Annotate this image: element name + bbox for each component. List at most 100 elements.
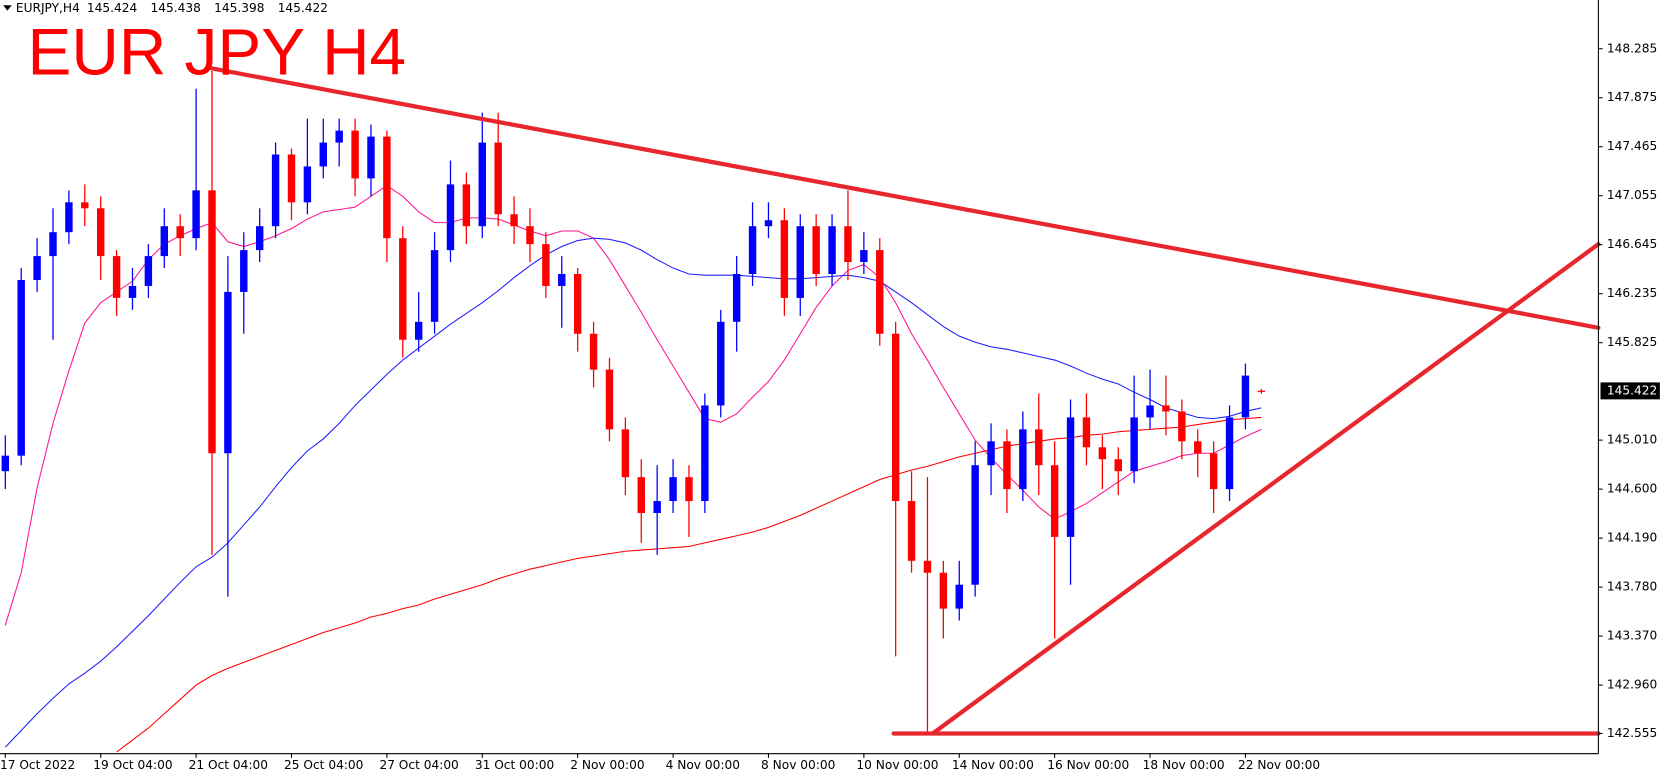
header-low: 145.398: [214, 1, 264, 15]
candle-body: [303, 166, 312, 203]
candle-body: [669, 477, 677, 502]
candle-body: [987, 441, 995, 466]
candle-body: [923, 560, 932, 573]
candle-body: [1241, 375, 1250, 418]
candle-body: [558, 274, 566, 286]
x-tick-label: 21 Oct 04:00: [189, 758, 268, 772]
candle-body: [764, 220, 773, 227]
y-tick-label: 147.465: [1607, 139, 1657, 153]
candle-body: [367, 136, 375, 179]
y-tick-label: 145.825: [1607, 335, 1657, 349]
x-tick-label: 10 Nov 00:00: [856, 758, 938, 772]
candle-body: [462, 184, 471, 227]
y-tick-label: 147.875: [1607, 90, 1657, 104]
trendline: [930, 242, 1601, 736]
candle-body: [96, 208, 105, 257]
y-tick-label: 143.780: [1607, 580, 1657, 594]
candle-body: [1130, 417, 1138, 472]
candle-body: [812, 226, 820, 275]
current-price-box: [1600, 382, 1660, 400]
x-tick-label: 27 Oct 04:00: [379, 758, 458, 772]
x-tick-label: 19 Oct 04:00: [93, 758, 172, 772]
header-close: 145.422: [278, 1, 328, 15]
y-tick-label: 145.010: [1607, 433, 1657, 447]
y-tick-label: 142.555: [1607, 726, 1657, 740]
y-tick-label: 142.960: [1607, 678, 1657, 692]
y-tick-label: 144.190: [1607, 531, 1657, 545]
candle-body: [939, 572, 948, 609]
candle-body: [732, 274, 741, 322]
header-arrow: [3, 5, 12, 11]
candle-body: [955, 584, 963, 609]
candle-body: [494, 142, 502, 215]
x-tick-label: 14 Nov 00:00: [952, 758, 1034, 772]
candle-body: [1178, 411, 1186, 442]
header-open: 145.424: [87, 1, 138, 15]
candle-body: [701, 405, 709, 502]
candle-body: [796, 226, 804, 298]
candle-body: [399, 238, 407, 340]
y-tick-label: 143.370: [1607, 629, 1657, 643]
candle-body: [414, 321, 423, 340]
candle-body: [65, 202, 73, 233]
candle-body: [828, 226, 836, 275]
x-tick-label: 17 Oct 2022: [0, 758, 75, 772]
candle-body: [383, 136, 391, 239]
candle-body: [1035, 429, 1043, 466]
candle-body: [224, 291, 232, 454]
candle-body: [971, 465, 979, 585]
header-symbol: EURJPY,H4: [16, 1, 80, 15]
candle-body: [1066, 417, 1075, 537]
candle-body: [208, 190, 216, 454]
candle-body: [112, 256, 121, 298]
candle-body: [1162, 405, 1170, 412]
candle-body: [128, 285, 137, 298]
candle-body: [891, 333, 900, 502]
x-tick-label: 31 Oct 00:00: [475, 758, 554, 772]
header-high: 145.438: [151, 1, 201, 15]
x-tick-label: 8 Nov 00:00: [761, 758, 835, 772]
candle-body: [621, 429, 630, 478]
candle-body: [1146, 405, 1154, 418]
candle-body: [176, 226, 184, 239]
plot-area: [1, 66, 1601, 753]
candle-body: [33, 256, 41, 280]
candle-body: [573, 274, 582, 334]
x-tick-label: 16 Nov 00:00: [1047, 758, 1129, 772]
trendline: [209, 66, 1601, 330]
candle-body: [589, 333, 598, 370]
current-price-label: 145.422: [1607, 383, 1657, 397]
candle-body: [144, 256, 153, 286]
y-tick-label: 147.055: [1607, 188, 1657, 202]
x-tick-label: 25 Oct 04:00: [284, 758, 363, 772]
x-tick-label: 2 Nov 00:00: [570, 758, 644, 772]
candle-body: [637, 477, 645, 514]
candle-body: [510, 214, 518, 227]
y-tick-label: 146.645: [1607, 237, 1657, 251]
y-tick-label: 148.285: [1607, 41, 1657, 55]
candle-body: [351, 130, 359, 179]
candle-body: [335, 130, 343, 143]
candle-body: [876, 250, 884, 334]
candle-body: [1050, 465, 1059, 537]
candle-body: [1, 455, 10, 472]
candle-body: [1114, 459, 1122, 472]
y-tick-label: 146.235: [1607, 286, 1657, 300]
candle-body: [478, 142, 486, 227]
candle-body: [1003, 441, 1011, 490]
candle-body: [17, 279, 25, 456]
x-tick-label: 4 Nov 00:00: [666, 758, 740, 772]
candle-body: [860, 250, 868, 263]
candle-body: [907, 501, 916, 561]
moving-average-line: [4, 237, 1262, 748]
x-tick-label: 22 Nov 00:00: [1238, 758, 1320, 772]
candle-body: [1082, 417, 1091, 448]
candle-body: [526, 226, 534, 245]
candle-body: [1019, 429, 1027, 490]
y-tick-label: 144.600: [1607, 482, 1657, 496]
candle-body: [780, 220, 789, 298]
candle-body: [192, 190, 200, 239]
candle-body: [717, 321, 725, 406]
candle-body: [844, 226, 852, 263]
